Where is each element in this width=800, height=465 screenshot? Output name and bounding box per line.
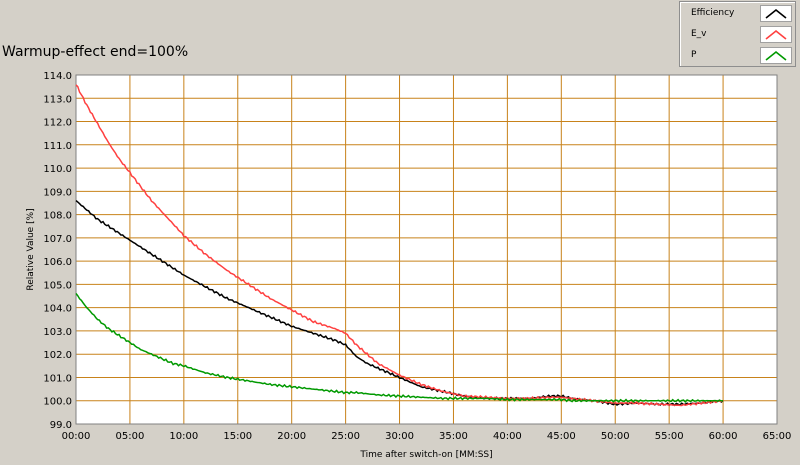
x-tick-label: 30:00 (385, 431, 414, 442)
legend-label-p: P (691, 50, 697, 60)
y-tick-label: 108.0 (43, 211, 72, 222)
plot-area (76, 75, 777, 424)
x-tick-label: 25:00 (331, 431, 360, 442)
plot-frame (75, 74, 778, 425)
x-tick-label: 55:00 (655, 431, 684, 442)
legend-label-e-v: E_v (691, 29, 707, 39)
chart-title: Warmup-effect end=100% (2, 44, 189, 60)
x-tick-label: 50:00 (601, 431, 630, 442)
x-tick-label: 60:00 (709, 431, 738, 442)
y-tick-label: 99.0 (50, 420, 72, 431)
y-tick-label: 110.0 (43, 164, 72, 175)
legend: Efficiency E_v P (679, 1, 796, 67)
x-tick-label: 65:00 (763, 431, 792, 442)
y-tick-label: 100.0 (43, 397, 72, 408)
y-tick-label: 109.0 (43, 187, 72, 198)
y-tick-label: 106.0 (43, 257, 72, 268)
x-tick-label: 10:00 (169, 431, 198, 442)
legend-item-efficiency: Efficiency (680, 3, 795, 24)
y-tick-label: 107.0 (43, 234, 72, 245)
x-tick-label: 45:00 (547, 431, 576, 442)
legend-item-p: P (680, 45, 795, 66)
y-axis-label: Relative Value [%] (26, 208, 36, 290)
x-tick-label: 05:00 (116, 431, 145, 442)
series-line-p (75, 292, 724, 403)
y-tick-label: 104.0 (43, 304, 72, 315)
legend-swatch-e-v (760, 26, 792, 43)
y-tick-label: 103.0 (43, 327, 72, 338)
x-tick-label: 00:00 (62, 431, 91, 442)
y-tick-label: 105.0 (43, 280, 72, 291)
legend-label-efficiency: Efficiency (691, 8, 735, 18)
x-tick-label: 20:00 (277, 431, 306, 442)
legend-item-e-v: E_v (680, 24, 795, 45)
series-line-e-v (75, 84, 724, 407)
x-tick-label: 35:00 (439, 431, 468, 442)
y-tick-label: 101.0 (43, 373, 72, 384)
y-tick-label: 114.0 (43, 71, 72, 82)
x-tick-label: 40:00 (493, 431, 522, 442)
legend-swatch-efficiency (760, 5, 792, 22)
y-tick-label: 102.0 (43, 350, 72, 361)
legend-swatch-p (760, 47, 792, 64)
y-tick-label: 113.0 (43, 94, 72, 105)
y-tick-label: 111.0 (43, 141, 72, 152)
x-axis-label: Time after switch-on [MM:SS] (359, 450, 492, 460)
x-tick-label: 15:00 (223, 431, 252, 442)
y-tick-label: 112.0 (43, 118, 72, 129)
